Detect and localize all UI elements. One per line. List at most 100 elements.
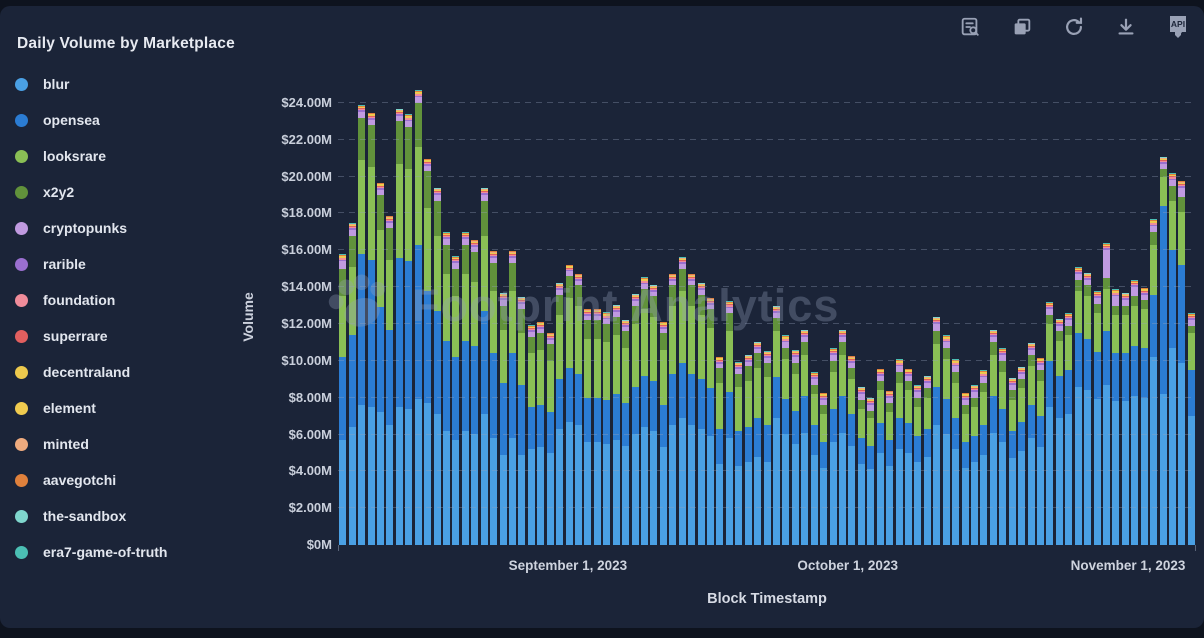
bar[interactable]: [744, 354, 752, 545]
bar[interactable]: [442, 232, 450, 545]
bar[interactable]: [1150, 219, 1158, 545]
bar[interactable]: [1102, 243, 1110, 545]
bar[interactable]: [518, 296, 526, 545]
bar[interactable]: [565, 264, 573, 545]
bar[interactable]: [367, 112, 375, 545]
bar[interactable]: [669, 273, 677, 545]
bar[interactable]: [933, 317, 941, 545]
legend-item-aavegotchi[interactable]: aavegotchi: [15, 462, 255, 498]
bar[interactable]: [603, 312, 611, 545]
bar[interactable]: [952, 359, 960, 545]
bar[interactable]: [1036, 357, 1044, 545]
legend-item-superrare[interactable]: superrare: [15, 318, 255, 354]
bar[interactable]: [999, 348, 1007, 545]
plot-area[interactable]: [338, 88, 1196, 551]
bar[interactable]: [584, 308, 592, 545]
legend-item-foundation[interactable]: foundation: [15, 282, 255, 318]
legend-item-opensea[interactable]: opensea: [15, 102, 255, 138]
bar[interactable]: [772, 306, 780, 545]
duplicate-button[interactable]: [1010, 14, 1034, 40]
bar[interactable]: [706, 297, 714, 545]
bar[interactable]: [1178, 180, 1186, 545]
bar[interactable]: [480, 188, 488, 545]
bar[interactable]: [1046, 302, 1054, 545]
bar[interactable]: [1084, 272, 1092, 545]
bar[interactable]: [697, 282, 705, 545]
bar[interactable]: [631, 294, 639, 545]
bar[interactable]: [820, 392, 828, 545]
bar[interactable]: [376, 182, 384, 545]
bar[interactable]: [527, 325, 535, 545]
bar[interactable]: [829, 348, 837, 545]
bar[interactable]: [537, 321, 545, 545]
download-button[interactable]: [1114, 14, 1138, 40]
bar[interactable]: [848, 355, 856, 545]
bar[interactable]: [339, 254, 347, 545]
bar[interactable]: [857, 387, 865, 545]
legend-item-the-sandbox[interactable]: the-sandbox: [15, 498, 255, 534]
legend-item-era7-game-of-truth[interactable]: era7-game-of-truth: [15, 534, 255, 570]
bar[interactable]: [1112, 289, 1120, 545]
bar[interactable]: [640, 277, 648, 545]
bar[interactable]: [593, 308, 601, 545]
bar[interactable]: [622, 319, 630, 545]
api-button[interactable]: API: [1166, 14, 1190, 40]
bar[interactable]: [386, 215, 394, 545]
bar[interactable]: [1055, 318, 1063, 545]
bar[interactable]: [725, 301, 733, 545]
legend-item-element[interactable]: element: [15, 390, 255, 426]
bar[interactable]: [838, 329, 846, 545]
bar[interactable]: [782, 335, 790, 545]
refresh-button[interactable]: [1062, 14, 1086, 40]
bar[interactable]: [424, 158, 432, 545]
view-data-button[interactable]: [958, 14, 982, 40]
bar[interactable]: [1140, 287, 1148, 545]
bar[interactable]: [395, 108, 403, 545]
bar[interactable]: [895, 359, 903, 545]
bar[interactable]: [471, 239, 479, 545]
bar[interactable]: [358, 105, 366, 545]
bar[interactable]: [791, 350, 799, 545]
bar[interactable]: [989, 329, 997, 545]
bar[interactable]: [433, 188, 441, 545]
bar[interactable]: [348, 223, 356, 545]
bar[interactable]: [452, 256, 460, 545]
bar[interactable]: [678, 257, 686, 545]
bar[interactable]: [414, 90, 422, 545]
bar[interactable]: [574, 273, 582, 545]
bar[interactable]: [1074, 267, 1082, 545]
legend-item-cryptopunks[interactable]: cryptopunks: [15, 210, 255, 246]
bar[interactable]: [1187, 313, 1195, 545]
bar[interactable]: [612, 305, 620, 545]
bar[interactable]: [810, 372, 818, 545]
legend-item-looksrare[interactable]: looksrare: [15, 138, 255, 174]
bar[interactable]: [1093, 291, 1101, 545]
bar[interactable]: [461, 232, 469, 545]
legend-item-blur[interactable]: blur: [15, 66, 255, 102]
bar[interactable]: [980, 370, 988, 545]
legend-item-minted[interactable]: minted: [15, 426, 255, 462]
bar[interactable]: [1159, 156, 1167, 545]
bar[interactable]: [659, 321, 667, 545]
bar[interactable]: [508, 250, 516, 545]
legend-item-rarible[interactable]: rarible: [15, 246, 255, 282]
bar[interactable]: [688, 273, 696, 545]
bar[interactable]: [1027, 342, 1035, 545]
bar[interactable]: [961, 392, 969, 545]
bar[interactable]: [735, 362, 743, 545]
bar[interactable]: [546, 332, 554, 545]
bar[interactable]: [754, 341, 762, 545]
bar[interactable]: [763, 351, 771, 545]
legend-item-x2y2[interactable]: x2y2: [15, 174, 255, 210]
bar[interactable]: [556, 282, 564, 545]
bar[interactable]: [405, 114, 413, 545]
bar[interactable]: [801, 329, 809, 545]
bar[interactable]: [1008, 377, 1016, 545]
bar[interactable]: [1168, 173, 1176, 545]
bar[interactable]: [867, 398, 875, 545]
bar[interactable]: [1121, 293, 1129, 545]
bar[interactable]: [970, 385, 978, 545]
bar[interactable]: [716, 356, 724, 545]
bar[interactable]: [650, 284, 658, 545]
bar[interactable]: [499, 293, 507, 545]
